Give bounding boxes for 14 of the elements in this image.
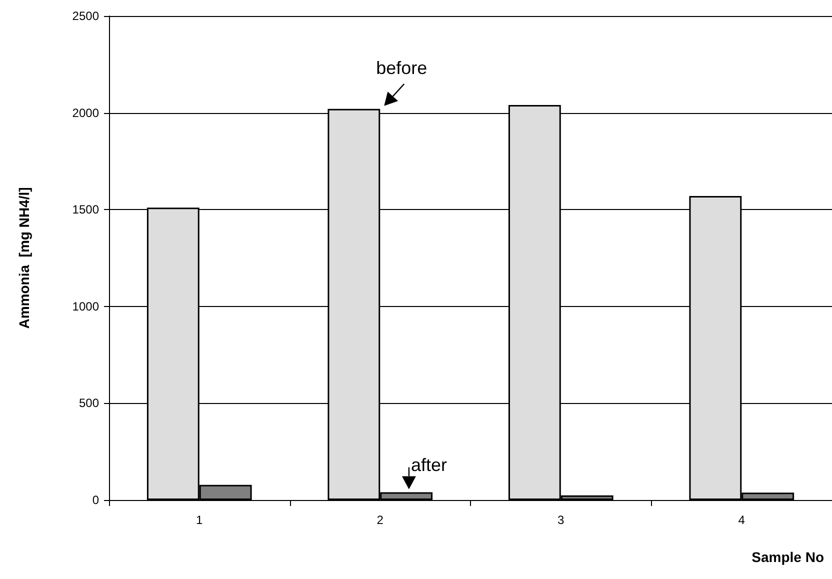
annotation: before: [376, 58, 428, 79]
x-axis-title: Sample No: [752, 549, 824, 565]
x-tick-label: 2: [376, 513, 384, 527]
y-tick-label: 2500: [72, 9, 100, 23]
x-tick-label: 1: [196, 513, 204, 527]
y-tick-label: 500: [78, 396, 100, 410]
y-tick-label: 1500: [72, 202, 100, 217]
y-tick-label: 2000: [72, 106, 100, 120]
x-tick-label: 4: [738, 513, 746, 527]
x-tick-label: 3: [558, 513, 565, 527]
y-tick-label: 1000: [72, 299, 100, 314]
y-axis-title: Ammonia [mg NH4/l]: [16, 187, 32, 329]
annotation: after: [410, 455, 447, 476]
y-tick-label: 0: [92, 493, 100, 507]
